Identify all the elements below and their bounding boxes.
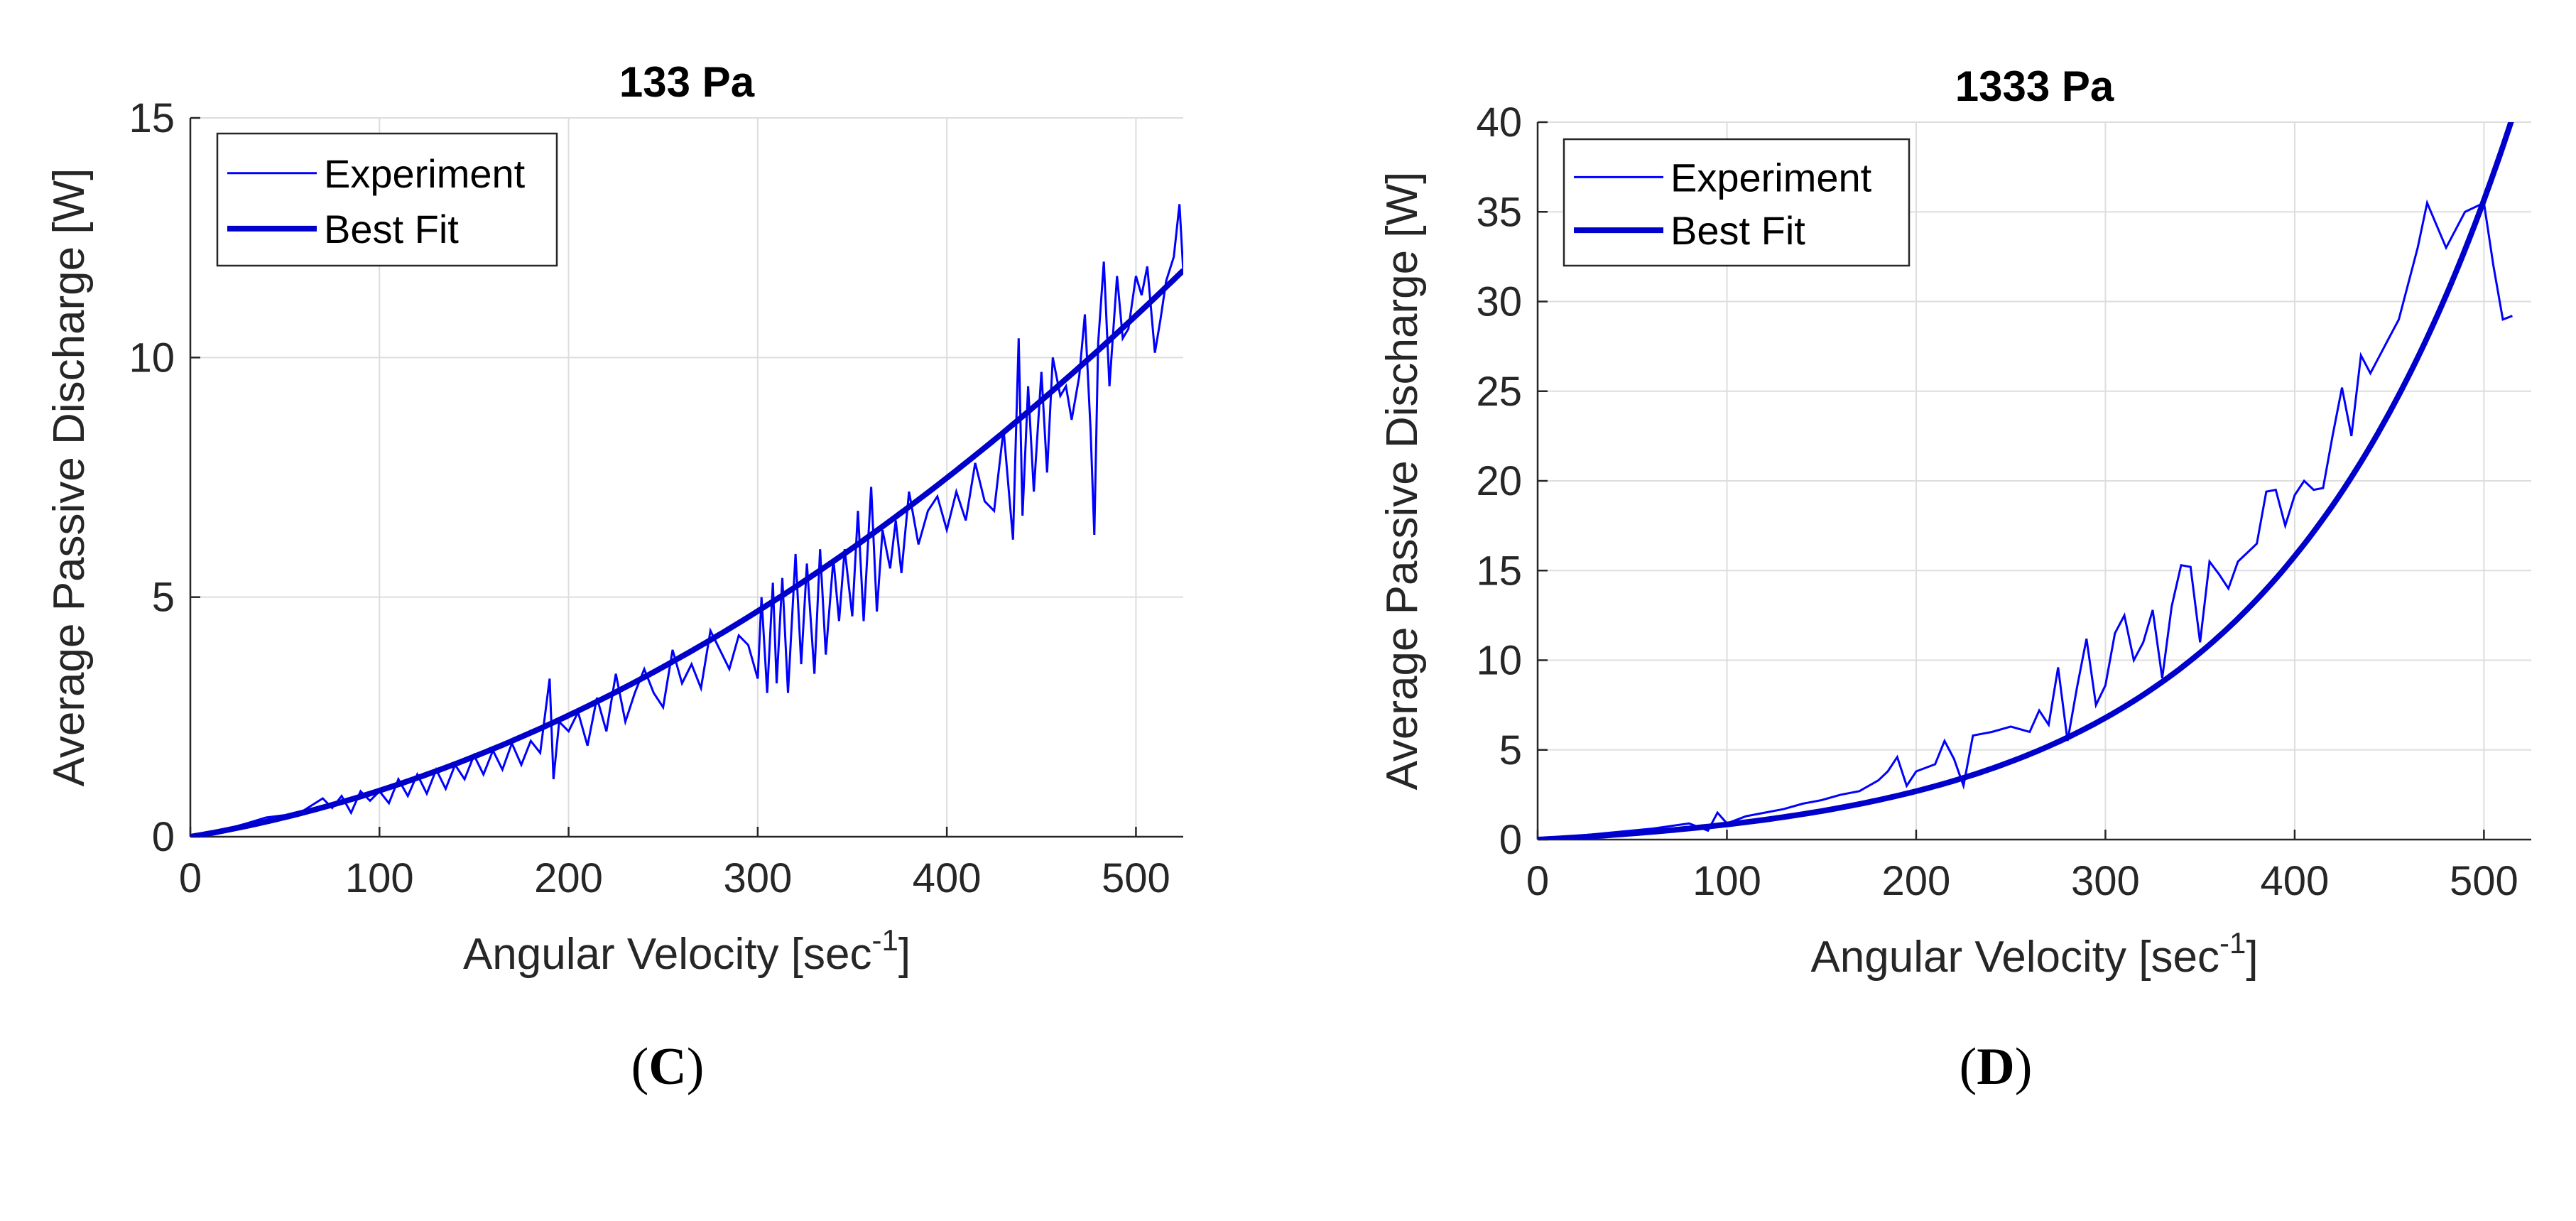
y-axis-label-c: Average Passive Discharge [W]	[45, 168, 94, 787]
plot-c: 0 100 200 300 400 500 0 5 10 15 133 Pa Angular Velo…	[45, 58, 1183, 979]
legend-box-c	[216, 132, 558, 267]
series-experiment-c	[190, 204, 1183, 837]
x-tick-label-c: 300	[723, 855, 792, 901]
y-tick-label-c: 15	[129, 95, 175, 141]
x-tick-label-d: 500	[2450, 858, 2518, 904]
y-tick-label-c: 0	[152, 814, 175, 860]
x-tick-label-c: 500	[1102, 855, 1170, 901]
y-tick-label-d: 0	[1499, 817, 1522, 863]
y-tick-label-d: 35	[1476, 189, 1522, 235]
x-axis-label-main-d: Angular Velocity [sec	[1810, 933, 2219, 982]
y-tick-label-d: 10	[1476, 638, 1522, 684]
x-tick-label-d: 400	[2261, 858, 2330, 904]
chart-title-c: 133 Pa	[619, 58, 755, 106]
caption-c: (C)	[631, 1038, 705, 1096]
x-axis-label-sup-d: -1	[2219, 926, 2246, 960]
legend-label-experiment-c: Experiment	[324, 151, 526, 196]
x-axis-label-end-c: ]	[898, 930, 911, 979]
y-tick-label-d: 25	[1476, 369, 1522, 415]
series-best-fit-c	[190, 268, 1183, 837]
y-tick-label-d: 5	[1499, 727, 1522, 774]
x-axis-label-c: Angular Velocity [sec-1]	[463, 923, 911, 979]
x-tick-label-d: 0	[1526, 858, 1549, 904]
y-tick-label-c: 10	[129, 335, 175, 381]
x-axis-label-end-d: ]	[2246, 933, 2258, 982]
x-axis-label-main-c: Angular Velocity [sec	[463, 930, 872, 979]
chart-title-d: 1333 Pa	[1955, 63, 2114, 110]
caption-d-letter: D	[1977, 1038, 2015, 1096]
legend-box-d	[1563, 138, 1911, 267]
x-tick-label-c: 200	[534, 855, 603, 901]
y-tick-label-c: 5	[152, 575, 175, 621]
caption-d: (D)	[1959, 1038, 2033, 1096]
series-best-fit-d	[1538, 122, 2514, 840]
x-axis-label-d: Angular Velocity [sec-1]	[1810, 926, 2258, 982]
x-tick-label-d: 200	[1882, 858, 1951, 904]
x-tick-label-c: 0	[179, 855, 202, 901]
y-axis-label-d: Average Passive Discharge [W]	[1378, 172, 1427, 791]
x-tick-label-d: 300	[2071, 858, 2140, 904]
legend-label-best-fit-d: Best Fit	[1670, 208, 1805, 253]
legend-d: Experiment Best Fit	[1563, 138, 1911, 267]
x-tick-label-c: 400	[913, 855, 982, 901]
x-tick-label-d: 100	[1692, 858, 1761, 904]
y-tick-label-d: 15	[1476, 548, 1522, 594]
y-tick-label-d: 30	[1476, 279, 1522, 325]
legend-label-experiment-d: Experiment	[1670, 155, 1872, 200]
x-axis-label-sup-c: -1	[871, 923, 898, 957]
legend-label-best-fit-c: Best Fit	[324, 207, 459, 251]
legend-c: Experiment Best Fit	[216, 132, 558, 267]
y-tick-label-d: 40	[1476, 99, 1522, 146]
y-tick-label-d: 20	[1476, 458, 1522, 504]
x-tick-label-c: 100	[345, 855, 414, 901]
caption-c-letter: C	[648, 1038, 687, 1096]
plot-d: 0 100 200 300 400 500 0 5 10 15 20 25 30 35 40 1333 Pa A…	[1378, 63, 2531, 982]
series-experiment-d	[1538, 199, 2513, 840]
